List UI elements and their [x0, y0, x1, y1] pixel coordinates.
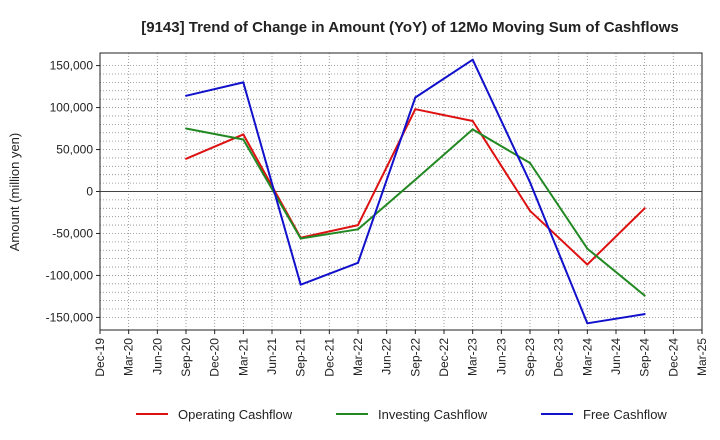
x-tick-label: Dec-24 — [666, 338, 680, 377]
y-axis-label: Amount (million yen) — [7, 133, 22, 252]
data-point-operating-cashflow — [529, 209, 531, 212]
data-point-investing-cashflow — [643, 294, 646, 297]
data-point-investing-cashflow — [242, 138, 245, 141]
y-axis-ticks: 150,000 100,000 50,000 0 -50,000 -100,000 -150… — [46, 59, 100, 324]
data-point-free-cashflow — [185, 94, 187, 97]
chart-title: [9143] Trend of Change in Amount (YoY) o… — [141, 19, 679, 36]
data-point-free-cashflow — [414, 96, 417, 99]
data-point-investing-cashflow — [471, 128, 474, 131]
data-point-free-cashflow — [357, 261, 359, 264]
x-tick-label: Jun-22 — [380, 338, 394, 375]
y-tick-label: -150,000 — [46, 310, 94, 324]
y-tick-label: 150,000 — [50, 59, 94, 73]
data-point-free-cashflow — [471, 58, 474, 61]
x-tick-label: Dec-20 — [208, 338, 222, 377]
x-tick-label: Mar-24 — [580, 338, 594, 376]
data-point-free-cashflow — [643, 313, 646, 316]
data-point-investing-cashflow — [185, 127, 187, 130]
x-tick-label: Mar-21 — [236, 338, 250, 376]
data-point-free-cashflow — [299, 283, 302, 286]
x-tick-label: Dec-19 — [93, 338, 107, 377]
data-point-investing-cashflow — [299, 237, 302, 240]
x-tick-label: Sep-20 — [179, 338, 193, 377]
data-point-operating-cashflow — [586, 263, 589, 266]
x-tick-label: Sep-23 — [523, 338, 537, 377]
x-tick-label: Jun-24 — [609, 338, 623, 375]
data-point-investing-cashflow — [414, 178, 417, 181]
legend-label-operating-cashflow: Operating Cashflow — [178, 407, 293, 422]
x-tick-label: Mar-20 — [122, 338, 136, 376]
x-tick-label: Sep-24 — [638, 338, 652, 377]
x-tick-label: Jun-23 — [494, 338, 508, 375]
legend-label-free-cashflow: Free Cashflow — [583, 407, 667, 422]
x-tick-label: Jun-20 — [150, 338, 164, 375]
data-point-investing-cashflow — [586, 247, 589, 250]
data-point-operating-cashflow — [471, 119, 474, 122]
y-tick-label: 0 — [86, 185, 93, 199]
data-point-operating-cashflow — [643, 207, 646, 210]
data-point-operating-cashflow — [414, 108, 417, 111]
x-tick-label: Sep-21 — [294, 338, 308, 377]
x-axis-ticks: Dec-19 Mar-20 Jun-20 Sep-20 Dec-20 Mar-21 Jun-… — [93, 330, 709, 377]
y-tick-label: 50,000 — [56, 143, 93, 157]
data-point-investing-cashflow — [357, 228, 359, 231]
data-point-operating-cashflow — [242, 133, 245, 136]
x-tick-label: Jun-21 — [265, 338, 279, 375]
data-point-investing-cashflow — [529, 161, 531, 164]
x-tick-label: Sep-22 — [408, 338, 422, 377]
x-tick-label: Mar-23 — [466, 338, 480, 376]
data-point-free-cashflow — [242, 81, 245, 84]
x-tick-label: Dec-22 — [437, 338, 451, 377]
data-point-free-cashflow — [529, 181, 531, 184]
legend-label-investing-cashflow: Investing Cashflow — [378, 407, 488, 422]
x-tick-label: Mar-25 — [695, 338, 709, 376]
y-tick-label: -100,000 — [46, 268, 94, 282]
data-point-operating-cashflow — [185, 157, 187, 160]
x-tick-label: Mar-22 — [351, 338, 365, 376]
y-tick-label: 100,000 — [50, 101, 94, 115]
legend: Operating Cashflow Investing Cashflow Free… — [136, 407, 667, 422]
y-tick-label: -50,000 — [52, 226, 93, 240]
data-point-operating-cashflow — [357, 224, 359, 227]
data-point-free-cashflow — [586, 322, 589, 325]
x-tick-label: Dec-21 — [322, 338, 336, 377]
x-tick-label: Dec-23 — [552, 338, 566, 377]
series-group — [185, 58, 646, 325]
